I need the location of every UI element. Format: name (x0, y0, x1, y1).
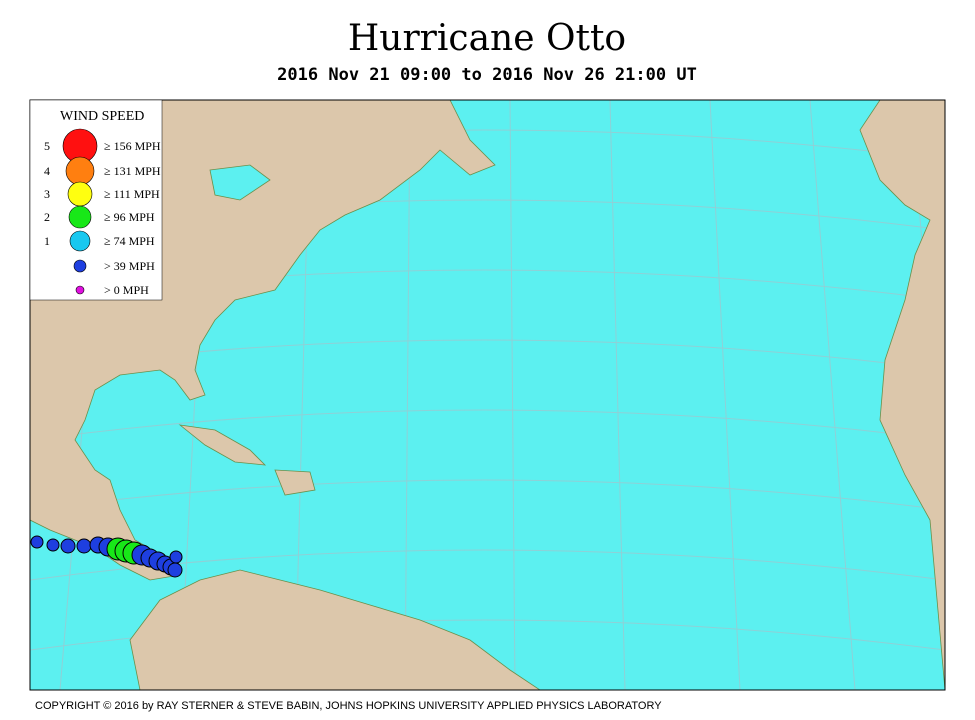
great-lakes (209, 164, 271, 201)
cuba (178, 424, 267, 466)
legend-category: 1 (44, 234, 50, 248)
south-america (129, 569, 541, 690)
europe-africa (859, 100, 945, 690)
legend-swatch (75, 285, 85, 295)
legend-swatch (67, 181, 93, 207)
map-frame (29, 99, 946, 691)
map (30, 100, 945, 690)
legend-label: ≥ 74 MPH (104, 234, 155, 248)
legend-label: ≥ 156 MPH (104, 139, 161, 153)
copyright: COPYRIGHT © 2016 by RAY STERNER & STEVE … (35, 700, 662, 712)
legend-category: 2 (44, 210, 50, 224)
legend-swatch (73, 259, 87, 273)
subtitle: 2016 Nov 21 09:00 to 2016 Nov 26 21:00 U… (277, 65, 697, 85)
legend-label: > 39 MPH (104, 259, 155, 273)
hispaniola (274, 469, 316, 496)
legend-category: 4 (44, 164, 50, 178)
legend-category: 3 (44, 187, 50, 201)
legend-label: ≥ 111 MPH (104, 187, 160, 201)
legend-label: > 0 MPH (104, 283, 149, 297)
legend-label: ≥ 131 MPH (104, 164, 161, 178)
legend: WIND SPEED 5 ≥ 156 MPH 4 ≥ 131 MPH 3 ≥ 111 MP… (29, 99, 163, 301)
legend-label: ≥ 96 MPH (104, 210, 155, 224)
storm-track (30, 535, 183, 578)
legend-category: 5 (44, 139, 50, 153)
title: Hurricane Otto (348, 18, 626, 59)
legend-title: WIND SPEED (60, 109, 144, 124)
legend-swatch (65, 156, 95, 186)
legend-swatch (69, 230, 91, 252)
legend-swatch (68, 205, 92, 229)
